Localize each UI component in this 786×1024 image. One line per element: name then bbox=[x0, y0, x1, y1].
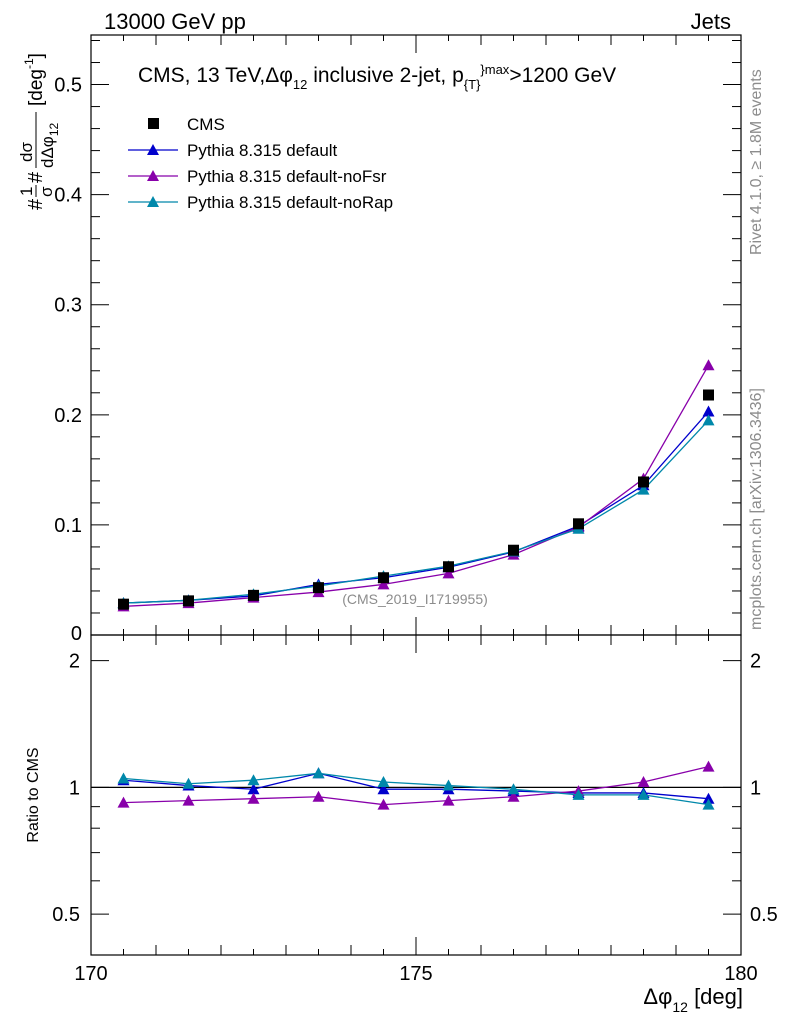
series-point-3 bbox=[637, 483, 650, 495]
ratio-point-1 bbox=[702, 792, 715, 804]
upper-y-tick-label: 0.3 bbox=[54, 295, 82, 317]
upper-y-axis-label: # 1 σ # dσ dΔφ12 [deg-1] bbox=[17, 53, 61, 210]
upper-y-tick-label: 0.2 bbox=[54, 405, 82, 427]
lower-y-axis-label: Ratio to CMS bbox=[25, 747, 42, 842]
legend-label-2: Pythia 8.315 default-noFsr bbox=[187, 167, 387, 186]
ylabel-sigma: σ bbox=[37, 186, 56, 197]
rivet-label: Rivet 4.1.0, ≥ 1.8M events bbox=[748, 69, 765, 255]
ratio-point-3 bbox=[182, 777, 195, 789]
legend: CMS Pythia 8.315 default Pythia 8.315 defa… bbox=[128, 115, 393, 212]
title-sub-t: {T} bbox=[464, 77, 481, 92]
upper-axis-ticks: 0 0.1 0.2 0.3 0.4 0.5 bbox=[54, 40, 741, 645]
ratio-point-2 bbox=[312, 790, 325, 802]
legend-marker-3 bbox=[147, 196, 159, 207]
lower-y-tick-label: 0.5 bbox=[52, 904, 80, 926]
cms-data-point bbox=[313, 582, 324, 594]
ratio-point-3 bbox=[637, 788, 650, 800]
title-sub-12: 12 bbox=[293, 77, 307, 92]
analysis-watermark: (CMS_2019_I1719955) bbox=[342, 591, 488, 607]
ratio-point-3 bbox=[507, 783, 520, 795]
x-axis-ticks: 170 175 180 bbox=[74, 35, 758, 985]
legend-label-0: CMS bbox=[187, 115, 225, 134]
ratio-point-1 bbox=[377, 783, 390, 795]
ratio-point-3 bbox=[377, 775, 390, 787]
upper-series-group bbox=[117, 359, 715, 612]
series-point-1 bbox=[702, 405, 715, 417]
ratio-line-3 bbox=[123, 772, 709, 806]
upper-y-tick-label: 0.1 bbox=[54, 515, 82, 537]
ratio-point-2 bbox=[377, 798, 390, 810]
mcplots-label: mcplots.cern.ch [arXiv:1306.3436] bbox=[748, 388, 765, 630]
ratio-point-3 bbox=[702, 798, 715, 810]
series-point-2 bbox=[702, 359, 715, 371]
title-part-a: CMS, 13 TeV, bbox=[138, 64, 265, 87]
legend-label-3: Pythia 8.315 default-noRap bbox=[187, 193, 393, 212]
cms-data-point bbox=[573, 518, 584, 530]
lower-y-tick-label-right: 0.5 bbox=[750, 904, 778, 926]
series-point-2 bbox=[377, 578, 390, 590]
cms-data-point bbox=[378, 572, 389, 584]
ratio-point-2 bbox=[247, 792, 260, 804]
ylabel-unit: [deg-1] bbox=[22, 53, 47, 106]
ratio-point-2 bbox=[117, 796, 130, 808]
header-left: 13000 GeV pp bbox=[104, 9, 246, 34]
ylabel-dphi: dΔφ12 bbox=[38, 122, 61, 168]
x-axis-label: Δφ12 [deg] bbox=[643, 984, 743, 1015]
ratio-point-2 bbox=[507, 790, 520, 802]
legend-cms-marker bbox=[148, 118, 159, 129]
cms-data-point bbox=[703, 389, 714, 401]
ratio-point-3 bbox=[247, 774, 260, 786]
ratio-point-1 bbox=[247, 783, 260, 795]
ylabel-hash2: # bbox=[25, 171, 47, 183]
title-part-c: inclusive 2-jet, p bbox=[307, 64, 463, 87]
series-line-1 bbox=[123, 411, 709, 604]
legend-marker-2 bbox=[147, 170, 159, 181]
header-right: Jets bbox=[691, 9, 731, 34]
lower-y-tick-label: 1 bbox=[69, 777, 80, 799]
cms-data-point bbox=[638, 476, 649, 488]
x-tick-label: 170 bbox=[74, 963, 107, 985]
series-point-3 bbox=[702, 414, 715, 426]
cms-data-point bbox=[118, 598, 129, 610]
series-line-2 bbox=[123, 364, 710, 608]
ratio-point-3 bbox=[572, 788, 585, 800]
lower-y-tick-label: 2 bbox=[69, 651, 80, 673]
series-line-3 bbox=[123, 419, 709, 604]
ratio-point-3 bbox=[442, 779, 455, 791]
upper-y-tick-label: 0 bbox=[71, 623, 82, 645]
cms-data-point bbox=[248, 589, 259, 601]
ratio-point-2 bbox=[182, 794, 195, 806]
x-tick-label: 180 bbox=[724, 963, 757, 985]
ylabel-hash1: # bbox=[25, 198, 47, 210]
ratio-line-1 bbox=[123, 772, 709, 800]
series-point-2 bbox=[442, 567, 455, 579]
cms-data-point bbox=[183, 595, 194, 607]
title-part-d: >1200 GeV bbox=[509, 64, 616, 87]
cms-data-point bbox=[508, 544, 519, 556]
lower-y-tick-label-right: 1 bbox=[750, 777, 761, 799]
ratio-line-2 bbox=[123, 766, 709, 806]
cms-data-point bbox=[443, 561, 454, 573]
x-tick-label: 175 bbox=[399, 963, 432, 985]
ratio-point-2 bbox=[442, 794, 455, 806]
lower-y-tick-label-right: 2 bbox=[750, 651, 761, 673]
legend-marker-1 bbox=[147, 144, 159, 155]
ratio-point-3 bbox=[117, 772, 130, 784]
chart-title: CMS, 13 TeV,Δφ12 inclusive 2-jet, p{T}}m… bbox=[138, 62, 616, 92]
upper-y-tick-label: 0.5 bbox=[54, 75, 82, 97]
ylabel-dsigma: dσ bbox=[17, 142, 36, 162]
ratio-point-3 bbox=[312, 767, 325, 779]
legend-label-1: Pythia 8.315 default bbox=[187, 141, 338, 160]
ratio-point-2 bbox=[637, 775, 650, 787]
title-sup-max: }max bbox=[480, 62, 509, 77]
title-part-b: Δφ bbox=[265, 64, 293, 87]
ratio-point-2 bbox=[702, 760, 715, 772]
ylabel-one: 1 bbox=[17, 187, 36, 196]
lower-series-group bbox=[117, 760, 715, 810]
upper-y-tick-label: 0.4 bbox=[54, 185, 82, 207]
lower-axis-ticks: 0.5 0.5 1 1 2 2 bbox=[52, 651, 778, 956]
